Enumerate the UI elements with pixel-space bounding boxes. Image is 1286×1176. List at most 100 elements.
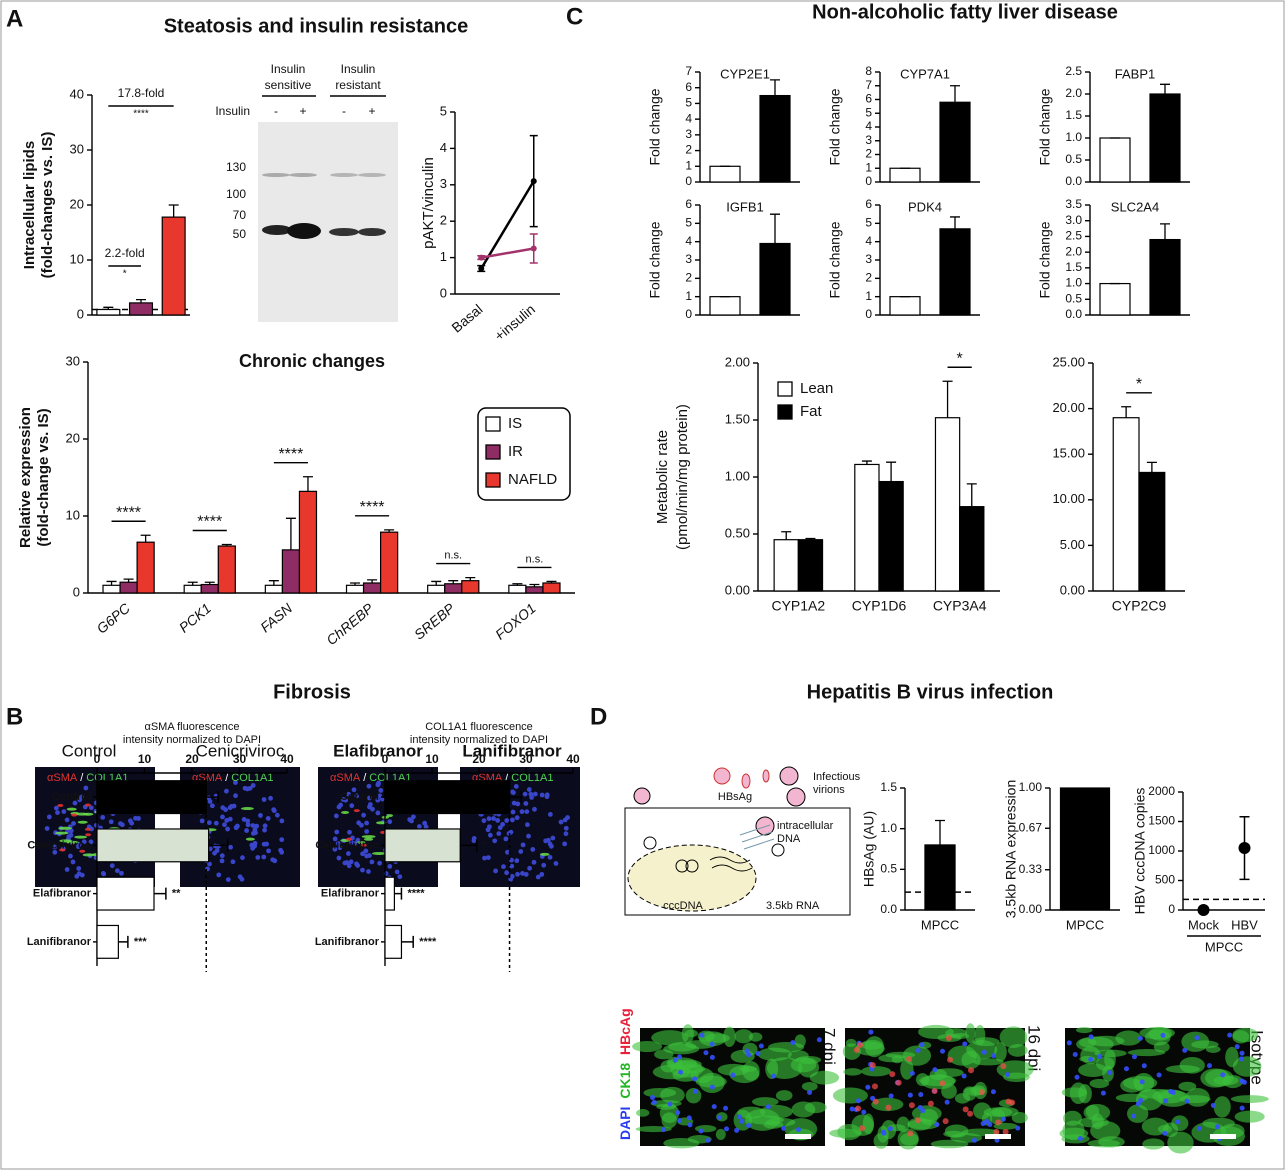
y-axis-label: Fold change [647,221,663,298]
dapi-signal [709,1054,715,1060]
panel-letter: C [566,3,583,30]
asma-signal [57,803,64,807]
nucleus-dot [271,808,277,814]
ck18-signal [636,1109,650,1117]
bar [345,584,365,594]
bar [217,545,236,594]
ck18-signal [694,1125,717,1133]
nucleus-dot [55,810,60,816]
significance-label: **** [419,936,437,948]
nucleus-dot [336,855,342,861]
col1a1-signal [240,807,254,811]
ck18-signal [1178,1081,1197,1092]
nucleus-dot [79,794,84,800]
bar [128,302,154,316]
nucleus-dot [332,846,338,852]
condition-label: Lanifibranor [462,741,562,760]
bar [96,876,155,911]
timepoint-label: 16 dpi [1025,1025,1044,1071]
y-tick-label: 1.0 [1065,276,1082,290]
dapi-signal [746,1052,752,1058]
dapi-signal [1215,1124,1221,1130]
nucleus-dot [501,864,506,870]
y-tick-label: 0.33 [1019,862,1043,876]
hbcag-signal [906,1055,913,1062]
dapi-signal [1137,1035,1143,1041]
nucleus-dot [416,824,422,829]
bar [1099,282,1131,316]
hbcag-signal [859,1125,866,1132]
significance-label: **** [116,504,141,521]
dapi-signal [1074,1074,1080,1080]
nucleus-dot [209,803,215,809]
col1a1-signal [361,835,376,839]
y-axis-label: Fold change [827,221,843,298]
ck18-signal [1232,1056,1262,1077]
nucleus-dot [394,869,400,875]
blot-band [329,228,359,236]
y-tick-label: 5 [865,105,872,119]
ck18-signal [999,1026,1028,1048]
dapi-signal [667,1101,673,1107]
blot-band [358,173,386,177]
nucleus-dot [481,818,487,824]
bar [934,417,961,592]
stain: COL1A1 [231,772,273,784]
dapi-signal [1000,1116,1006,1122]
nucleus-dot [539,792,545,798]
x-tick-label: 30 [519,752,533,766]
nucleus-dot [228,844,233,850]
bar [384,924,403,959]
nucleus-dot [510,817,515,823]
ck18-signal [1062,1120,1085,1141]
nucleus-dot [227,805,233,811]
error-bar [154,887,167,900]
y-tick-label: 1 [865,289,872,303]
y-tick-label: 20.00 [1052,400,1085,415]
nucleus-dot [519,809,525,815]
nucleus-dot [52,849,58,855]
blot-marker: 50 [233,227,247,241]
micrograph [1059,1026,1269,1154]
ck18-signal [962,1086,977,1101]
chart-title: IGFB1 [726,199,764,214]
virion [713,767,731,785]
nucleus-dot [335,841,341,846]
x-tick-label: 40 [566,752,580,766]
bar [119,581,138,594]
nucleus-dot [268,795,273,801]
y-tick-label: 4 [865,119,872,133]
y-tick-label: 1.50 [725,411,750,426]
bar [264,584,283,594]
nucleus-dot [482,855,487,861]
y-tick-label: 0 [685,174,692,188]
y-tick-label: 1500 [1148,814,1175,828]
hbcag-signal [995,1119,1002,1126]
ck18-signal [983,1107,1013,1117]
significance-label: *** [134,936,148,948]
nucleus-dot [252,827,258,833]
y-axis-label: (fold-change vs. IS) [35,408,52,546]
nucleus-dot [503,836,509,842]
y-tick-label: 6 [865,197,872,211]
dapi-signal [1088,1034,1094,1040]
ck18-signal [723,1026,736,1048]
condition-label: Cenicriviroc [196,741,285,760]
nucleus-dot [101,871,107,877]
nucleus-dot [514,815,520,821]
dapi-signal [724,1126,730,1132]
nucleus-dot [528,791,534,797]
ck18-signal [930,1139,969,1149]
dapi-signal [984,1118,990,1124]
error-bar [781,531,792,540]
error-bar [136,298,146,303]
ck18-signal [950,1032,970,1039]
dapi-signal [915,1047,921,1053]
y-tick-label: 2 [685,143,692,157]
dapi-signal [739,1118,745,1124]
asma-signal [85,833,92,837]
error-bar [106,580,117,586]
ck18-signal [809,1070,840,1085]
nucleus-dot [349,839,354,845]
significance-label: ** [172,888,181,900]
